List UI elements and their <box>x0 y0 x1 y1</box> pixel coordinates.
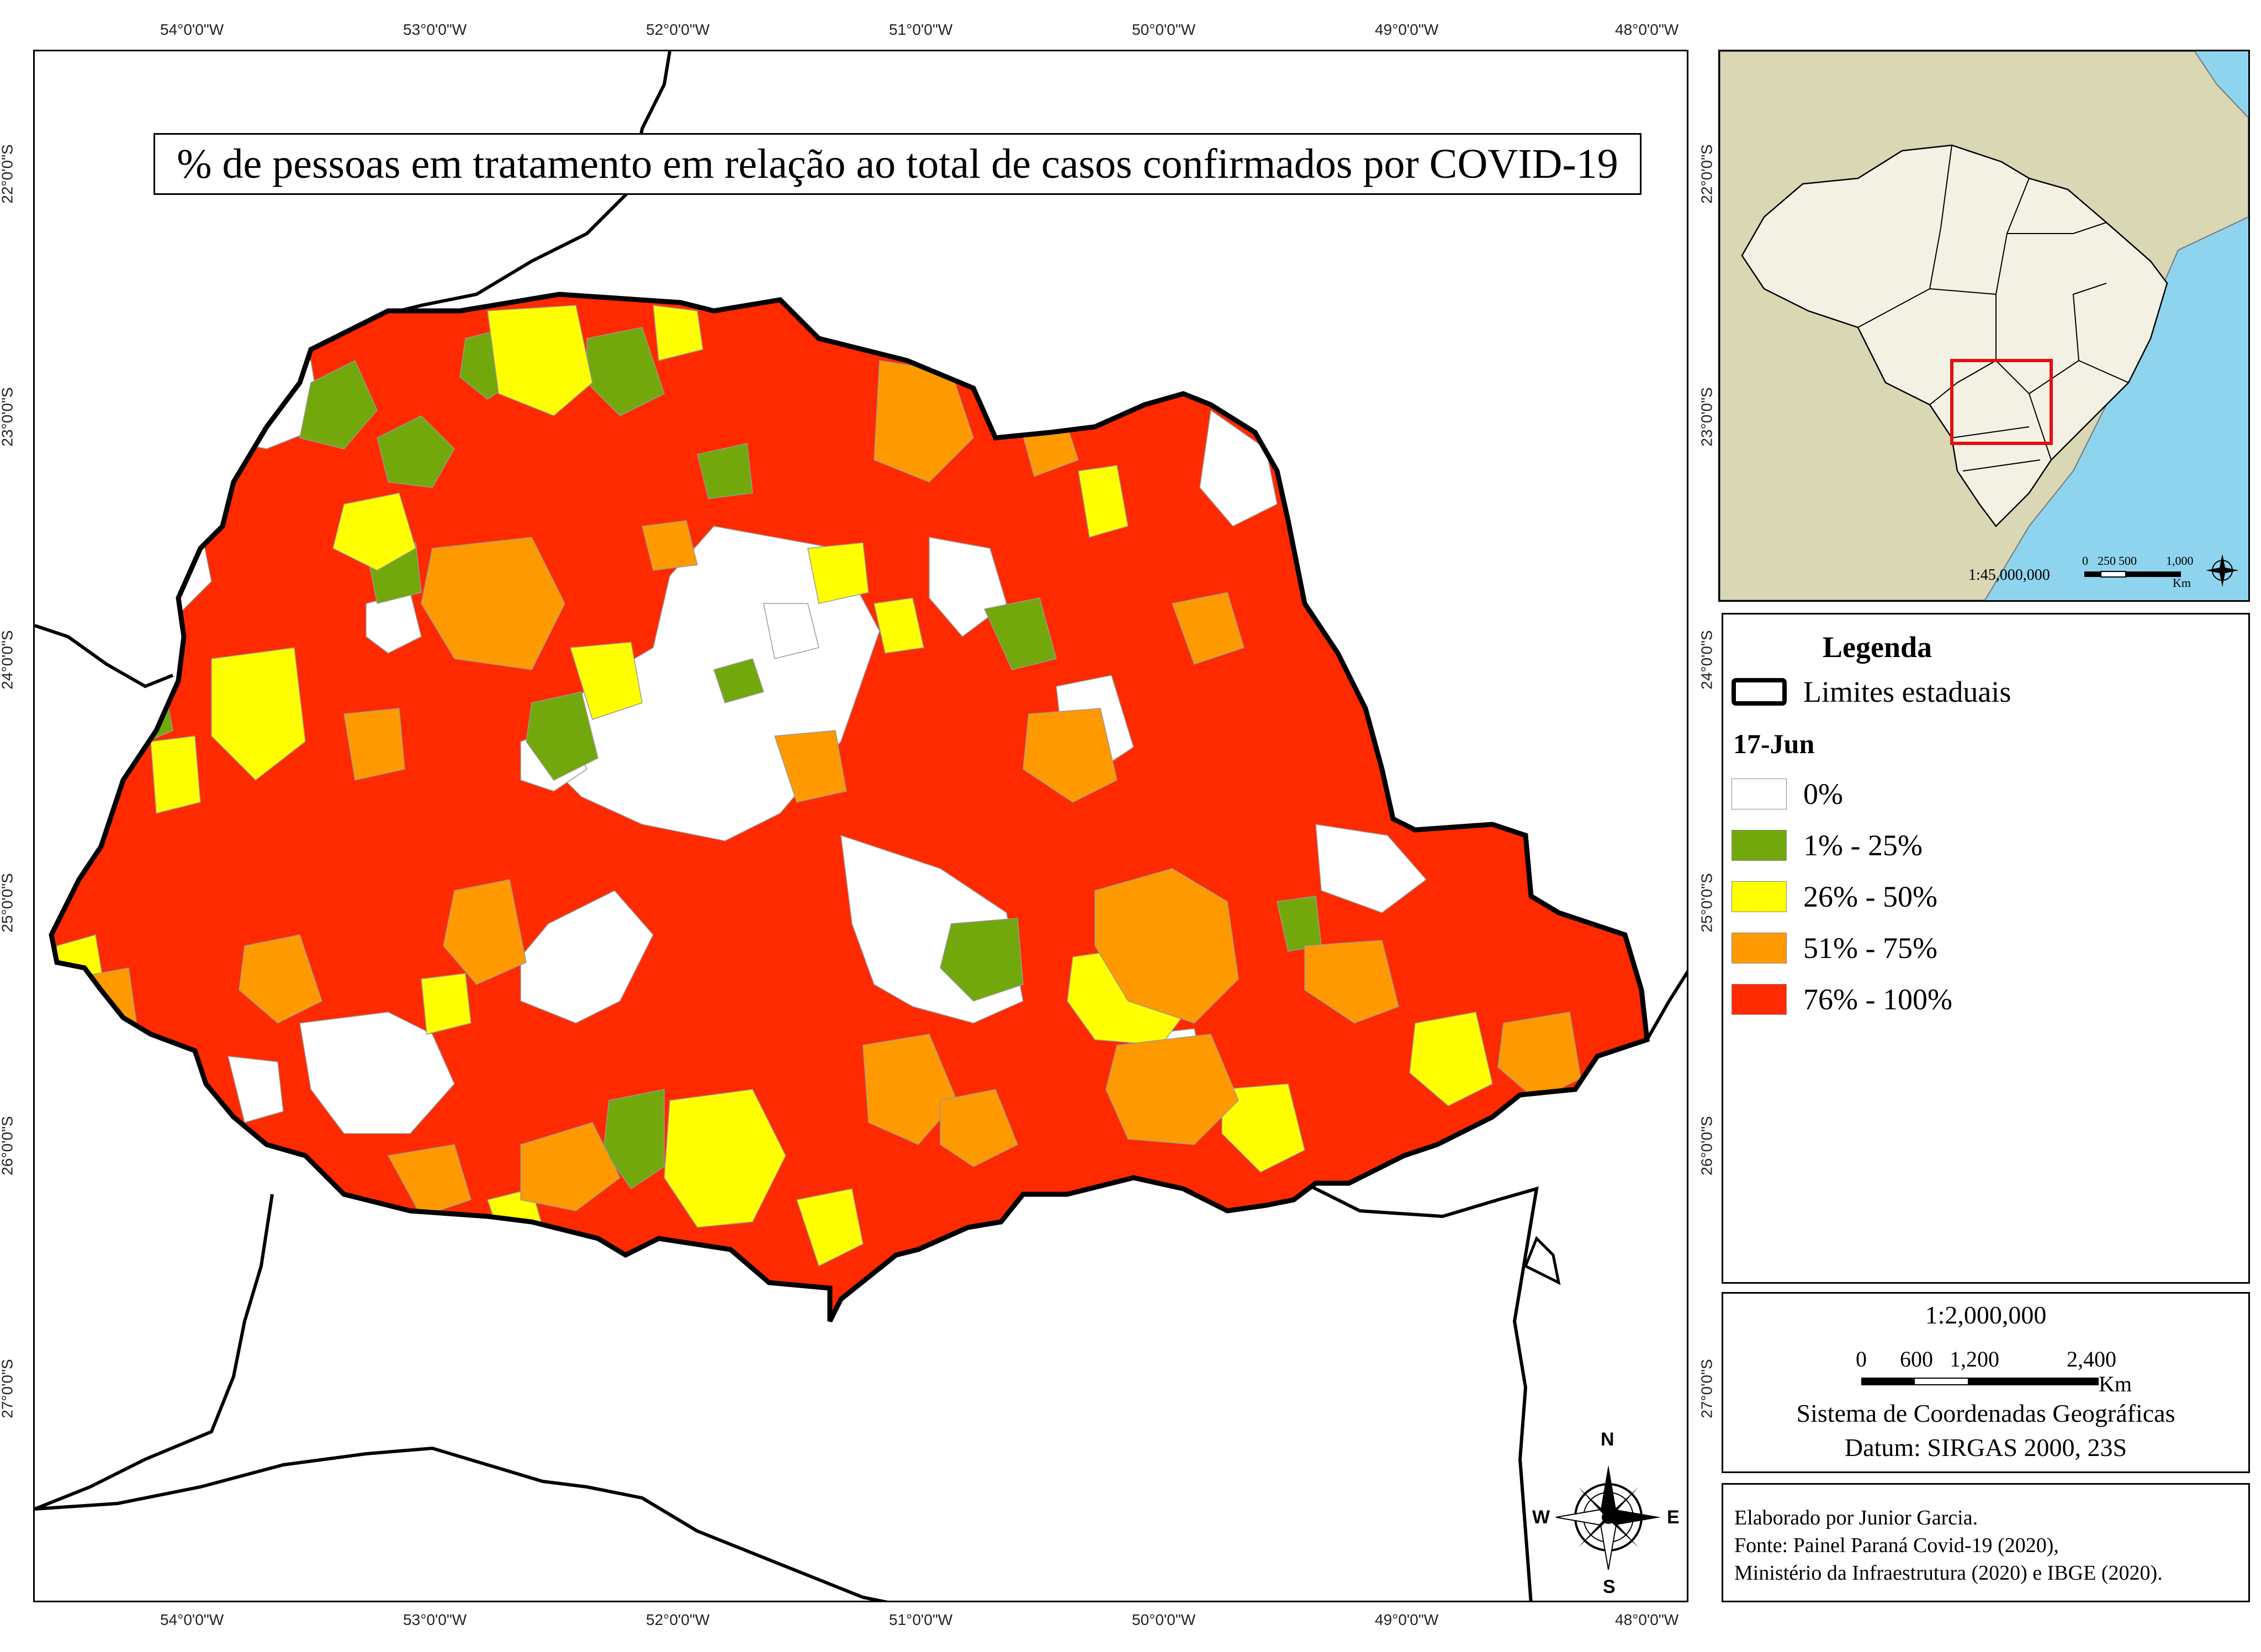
brazil <box>1741 144 2168 527</box>
legend-class-label: 0% <box>1803 777 1843 811</box>
legend-panel: Legenda Limites estaduais 17-Jun 0% 1% - … <box>1722 613 2250 1284</box>
west-label: W <box>1532 1507 1550 1528</box>
inset-scale-unit: Km <box>2173 576 2191 590</box>
longitude-label: 51°0'0"W <box>889 21 953 38</box>
scale-tick-0: 0 <box>1856 1347 1867 1372</box>
crs-line-2: Datum: SIRGAS 2000, 23S <box>1844 1433 2127 1462</box>
boundary-swatch <box>1732 678 1787 706</box>
longitude-label: 51°0'0"W <box>889 1611 953 1628</box>
latitude-label: 25°0'0"S <box>1698 873 1715 933</box>
latitude-label: 22°0'0"S <box>1698 144 1715 204</box>
scale-tick-1200: 1,200 <box>1950 1347 1999 1372</box>
parana-choropleth <box>35 51 1687 1601</box>
inset-scale-tick: 250 <box>2098 554 2116 568</box>
latitude-label: 25°0'0"S <box>0 873 16 933</box>
latitude-label: 22°0'0"S <box>0 144 16 204</box>
legend-class-label: 76% - 100% <box>1803 983 1952 1016</box>
coastal-island <box>1523 1236 1561 1285</box>
scale-bar <box>1861 1378 2099 1385</box>
legend-class-entry: 1% - 25% <box>1732 826 1923 865</box>
inset-compass-icon <box>2206 554 2239 587</box>
east-label: E <box>1667 1507 1680 1528</box>
municipality-classes <box>51 294 1647 1321</box>
longitude-label: 49°0'0"W <box>1375 21 1439 38</box>
longitude-label: 48°0'0"W <box>1615 1611 1679 1628</box>
legend-boundary-label: Limites estaduais <box>1803 675 2011 708</box>
latitude-label: 24°0'0"S <box>0 630 16 690</box>
legend-class-swatch <box>1732 984 1787 1015</box>
longitude-label: 52°0'0"W <box>646 21 710 38</box>
credits-panel: Elaborado por Junior Garcia. Fonte: Pain… <box>1722 1483 2250 1602</box>
latitude-label: 26°0'0"S <box>1698 1116 1715 1176</box>
legend-boundary-entry: Limites estaduais <box>1732 673 2011 711</box>
longitude-label: 53°0'0"W <box>403 21 467 38</box>
main-map[interactable]: % de pessoas em tratamento em relação ao… <box>33 50 1688 1602</box>
compass-rose-icon <box>1555 1465 1661 1570</box>
study-area-highlight <box>1950 359 2053 445</box>
latitude-label: 27°0'0"S <box>0 1359 16 1418</box>
longitude-label: 53°0'0"W <box>403 1611 467 1628</box>
latitude-label: 24°0'0"S <box>1698 630 1715 690</box>
legend-class-entry: 51% - 75% <box>1732 929 1937 967</box>
legend-class-swatch <box>1732 933 1787 963</box>
scale-tick-2400: 2,400 <box>2067 1347 2116 1372</box>
scale-unit: Km <box>2099 1372 2132 1396</box>
scale-ratio: 1:2,000,000 <box>1925 1301 2047 1329</box>
inset-scale-tick: 0 <box>2082 554 2088 568</box>
longitude-label: 52°0'0"W <box>646 1611 710 1628</box>
north-label: N <box>1601 1429 1614 1450</box>
inset-scale-ratio: 1:45,000,000 <box>1968 566 2050 584</box>
scale-tick-600: 600 <box>1900 1347 1933 1372</box>
legend-class-entry: 0% <box>1732 775 1843 813</box>
legend-class-swatch <box>1732 830 1787 861</box>
legend-date-label: 17-Jun <box>1733 728 1815 759</box>
legend-class-entry: 76% - 100% <box>1732 980 1952 1019</box>
scale-panel: 1:2,000,000 0 600 1,200 2,400 Km Sistema… <box>1722 1292 2250 1473</box>
credit-author: Elaborado por Junior Garcia. <box>1734 1506 1978 1529</box>
south-america-locator: 1:45,000,000 0 250 500 1,000 Km <box>1720 51 2248 600</box>
credit-source-1: Fonte: Painel Paraná Covid-19 (2020), <box>1734 1534 2059 1557</box>
legend-class-label: 1% - 25% <box>1803 829 1923 862</box>
credit-source-2: Ministério da Infraestrutura (2020) e IB… <box>1734 1561 2163 1585</box>
latitude-label: 23°0'0"S <box>0 387 16 447</box>
longitude-label: 50°0'0"W <box>1132 1611 1196 1628</box>
legend-title: Legenda <box>1823 631 1932 664</box>
locator-inset-map[interactable]: 1:45,000,000 0 250 500 1,000 Km <box>1718 50 2250 602</box>
longitude-label: 48°0'0"W <box>1615 21 1679 38</box>
legend-class-swatch <box>1732 779 1787 809</box>
north-arrow: N S W E <box>1532 1429 1680 1597</box>
longitude-label: 54°0'0"W <box>160 21 224 38</box>
latitude-label: 23°0'0"S <box>1698 387 1715 447</box>
longitude-label: 54°0'0"W <box>160 1611 224 1628</box>
latitude-label: 26°0'0"S <box>0 1116 16 1176</box>
inset-scale-bar: 0 250 500 1,000 Km <box>2082 554 2194 590</box>
latitude-label: 27°0'0"S <box>1698 1359 1715 1418</box>
inset-scale-tick: 1,000 <box>2166 554 2194 568</box>
longitude-label: 50°0'0"W <box>1132 21 1196 38</box>
south-label: S <box>1603 1576 1616 1597</box>
longitude-label: 49°0'0"W <box>1375 1611 1439 1628</box>
inset-scale-tick: 500 <box>2119 554 2137 568</box>
legend-class-swatch <box>1732 881 1787 912</box>
legend-class-entry: 26% - 50% <box>1732 877 1937 916</box>
crs-line-1: Sistema de Coordenadas Geográficas <box>1796 1399 2175 1427</box>
map-title: % de pessoas em tratamento em relação ao… <box>153 133 1642 195</box>
legend-class-label: 26% - 50% <box>1803 880 1937 913</box>
legend-class-label: 51% - 75% <box>1803 931 1937 965</box>
